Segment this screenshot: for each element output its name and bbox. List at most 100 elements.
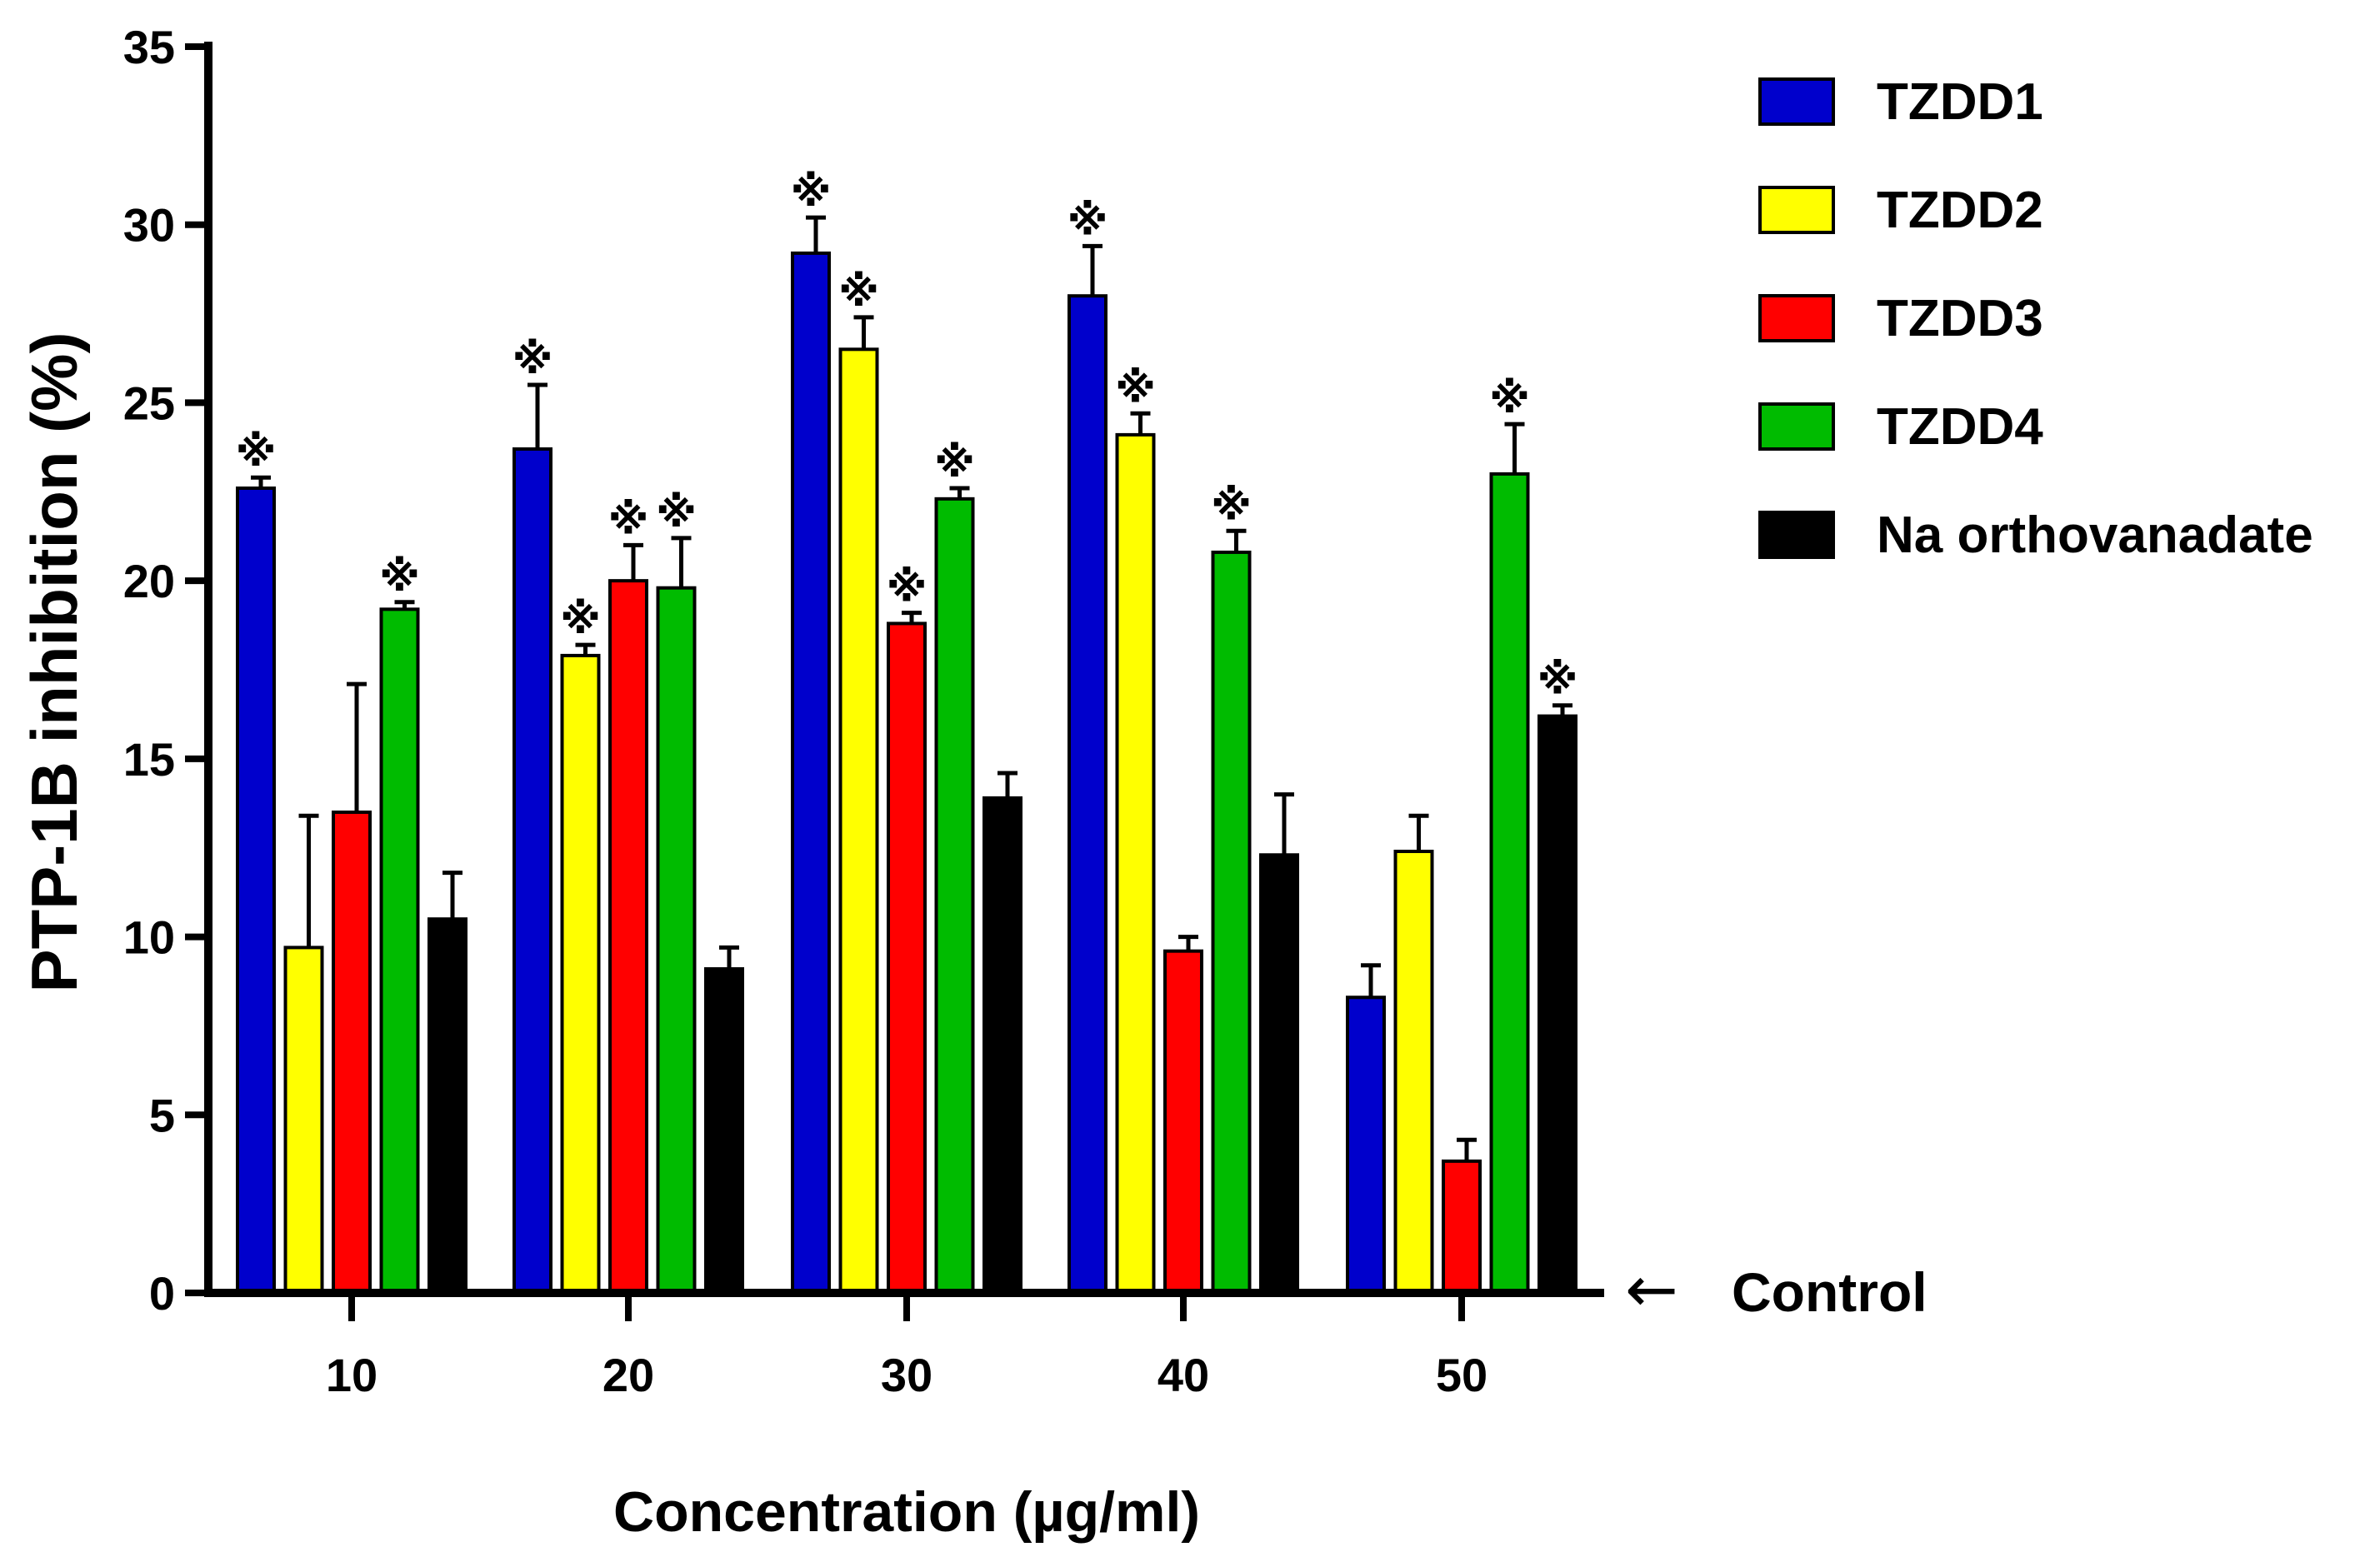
y-tick-label: 15 xyxy=(123,733,175,786)
bar-tzdd1-50 xyxy=(1346,996,1386,1295)
significance-marker: ※ xyxy=(838,267,879,316)
significance-marker: ※ xyxy=(934,438,975,487)
legend-label: TZDD3 xyxy=(1877,290,2043,347)
left-arrow-icon: ← xyxy=(1625,1252,1678,1326)
significance-marker: ※ xyxy=(608,495,649,543)
bar-tzdd2-30 xyxy=(838,347,879,1295)
error-bar-tzdd3-20 xyxy=(623,542,643,581)
y-tick-label: 10 xyxy=(123,911,175,964)
bar-tzdd4-30 xyxy=(934,497,975,1295)
error-bars-layer xyxy=(251,215,1572,1161)
error-bar-tzdd2-40 xyxy=(1130,411,1151,435)
error-bar-tzdd3-10 xyxy=(347,681,367,812)
legend-label: Na orthovanadate xyxy=(1877,507,2313,564)
x-tick-label: 50 xyxy=(1436,1349,1488,1401)
bar-tzdd1-10 xyxy=(236,487,276,1295)
legend-label: TZDD2 xyxy=(1877,182,2043,239)
significance-marker: ※ xyxy=(560,595,601,643)
error-bar-na-orthovanadate-10 xyxy=(442,871,462,920)
bar-na-orthovanadate-20 xyxy=(704,967,744,1295)
significance-marker: ※ xyxy=(512,335,553,383)
error-bar-tzdd1-50 xyxy=(1361,963,1381,998)
y-axis-title: PTP-1B inhibition (%) xyxy=(18,332,91,993)
bar-tzdd3-10 xyxy=(332,810,372,1295)
error-bar-tzdd1-30 xyxy=(806,215,826,253)
bar-tzdd2-40 xyxy=(1115,432,1156,1295)
error-bar-tzdd3-40 xyxy=(1178,935,1198,951)
error-bar-tzdd4-10 xyxy=(394,600,415,610)
significance-marker: ※ xyxy=(791,167,832,216)
error-bar-tzdd2-20 xyxy=(575,642,596,656)
bar-tzdd1-40 xyxy=(1068,294,1108,1295)
bar-tzdd3-50 xyxy=(1442,1159,1482,1295)
error-bar-tzdd3-30 xyxy=(902,611,922,624)
control-label: Control xyxy=(1732,1261,1928,1323)
error-bar-tzdd4-40 xyxy=(1226,528,1247,552)
significance-marker: ※ xyxy=(1538,656,1578,704)
bar-na-orthovanadate-50 xyxy=(1538,714,1578,1295)
y-tick-label: 35 xyxy=(123,21,175,73)
bar-tzdd4-10 xyxy=(379,607,420,1295)
error-bar-tzdd2-50 xyxy=(1408,813,1429,851)
significance-marker: ※ xyxy=(656,488,697,536)
error-bar-na-orthovanadate-20 xyxy=(719,945,739,970)
legend-label: TZDD1 xyxy=(1877,73,2043,131)
x-axis-title: Concentration (µg/ml) xyxy=(613,1480,1200,1544)
legend-item-tzdd1: TZDD1 xyxy=(1758,73,2043,131)
bars-layer xyxy=(236,251,1578,1295)
significance-markers-layer: ※※※※※※※※※※※※※※※ xyxy=(236,167,1578,704)
bar-na-orthovanadate-40 xyxy=(1259,853,1299,1295)
significance-marker: ※ xyxy=(1068,196,1108,244)
legend-item-tzdd4: TZDD4 xyxy=(1758,398,2043,456)
error-bar-tzdd4-20 xyxy=(671,536,692,588)
bar-tzdd4-50 xyxy=(1489,472,1530,1295)
error-bar-tzdd1-40 xyxy=(1082,243,1102,297)
legend-item-na-orthovanadate: Na orthovanadate xyxy=(1758,507,2313,564)
error-bar-tzdd1-20 xyxy=(528,382,548,449)
legend-item-tzdd3: TZDD3 xyxy=(1758,290,2043,347)
y-tick-label: 25 xyxy=(123,377,175,429)
legend-swatch xyxy=(1758,294,1835,342)
axes-layer: 0 5 10 15 20 25 30 35 10 20 30 40 50 Concentration (µ… xyxy=(18,21,1604,1544)
y-tick-label: 5 xyxy=(149,1089,175,1141)
error-bar-tzdd2-30 xyxy=(853,315,874,350)
legend-swatch xyxy=(1758,186,1835,234)
bar-tzdd2-20 xyxy=(560,653,601,1295)
y-tick-label: 30 xyxy=(123,199,175,252)
bar-tzdd3-30 xyxy=(887,621,927,1295)
error-bar-tzdd4-50 xyxy=(1504,422,1525,474)
legend-swatch xyxy=(1758,511,1835,559)
bar-tzdd3-20 xyxy=(608,579,648,1295)
bar-tzdd4-40 xyxy=(1211,550,1252,1295)
significance-marker: ※ xyxy=(1211,481,1252,529)
bar-tzdd2-50 xyxy=(1393,849,1434,1295)
error-bar-tzdd4-30 xyxy=(949,486,970,499)
bar-tzdd1-20 xyxy=(512,447,552,1295)
x-tick-label: 40 xyxy=(1158,1349,1209,1401)
significance-marker: ※ xyxy=(1115,363,1156,412)
y-tick-label: 20 xyxy=(123,555,175,607)
annotations-layer: ← Control xyxy=(1625,1252,1928,1326)
legend-swatch xyxy=(1758,402,1835,451)
bar-tzdd3-40 xyxy=(1163,949,1203,1295)
y-tick-label: 0 xyxy=(149,1267,175,1320)
control-annotation: ← Control xyxy=(1625,1252,1928,1326)
significance-marker: ※ xyxy=(887,563,928,611)
error-bar-na-orthovanadate-50 xyxy=(1552,703,1572,716)
x-tick-label: 10 xyxy=(326,1349,378,1401)
significance-marker: ※ xyxy=(1489,374,1530,422)
bar-tzdd4-20 xyxy=(656,586,697,1295)
significance-marker: ※ xyxy=(379,552,420,601)
error-bar-na-orthovanadate-30 xyxy=(998,771,1018,798)
legend-item-tzdd2: TZDD2 xyxy=(1758,182,2043,239)
bar-na-orthovanadate-30 xyxy=(982,796,1022,1295)
error-bar-tzdd3-50 xyxy=(1457,1137,1477,1161)
legend-label: TZDD4 xyxy=(1877,398,2043,456)
error-bar-na-orthovanadate-40 xyxy=(1274,792,1294,856)
x-tick-label: 20 xyxy=(602,1349,654,1401)
significance-marker: ※ xyxy=(236,427,277,476)
legend: TZDD1 TZDD2 TZDD3 TZDD4 Na orthovanadate xyxy=(1758,73,2313,564)
error-bar-tzdd1-10 xyxy=(251,475,271,489)
x-tick-label: 30 xyxy=(881,1349,932,1401)
